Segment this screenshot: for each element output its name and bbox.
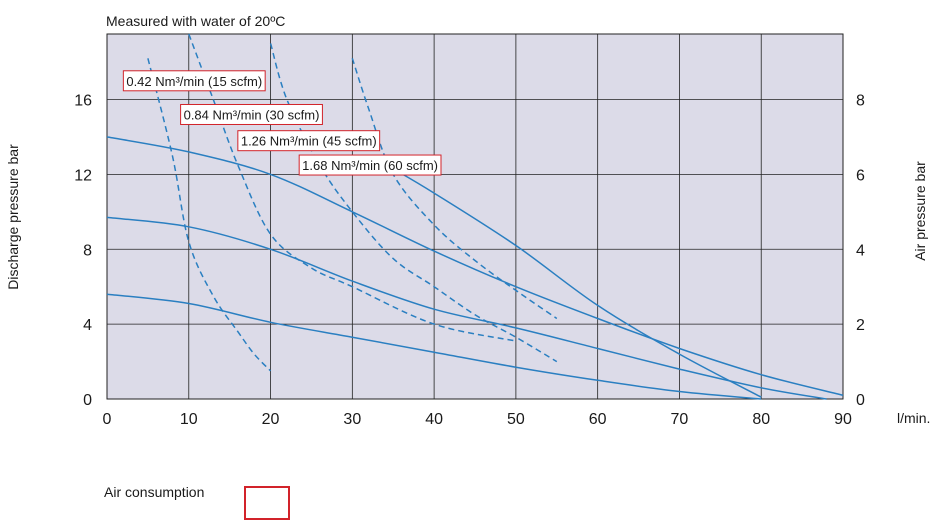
- annotation-text: 0.84 Nm³/min (30 scfm): [184, 107, 320, 122]
- pressure-curve-3: [106, 293, 762, 400]
- x-tick-label: 40: [425, 411, 443, 428]
- annotation-text: 1.68 Nm³/min (60 scfm): [302, 158, 438, 173]
- annotation-label: 0.84 Nm³/min (30 scfm): [180, 103, 323, 125]
- x-tick-label: 30: [343, 411, 361, 428]
- pressure-curve-2: [106, 216, 827, 400]
- y-tick-label: 4: [83, 317, 92, 334]
- air-consumption-curve-6: [188, 33, 517, 342]
- y-axis-label: Discharge pressure bar: [5, 144, 21, 290]
- x-tick-label: 0: [103, 411, 112, 428]
- x-tick-label: 10: [180, 411, 198, 428]
- annotation-box: [122, 70, 266, 92]
- annotations: 0.42 Nm³/min (15 scfm) 0.84 Nm³/min (30 s…: [122, 70, 442, 176]
- y-tick-label: 16: [74, 93, 92, 110]
- plot-border: [106, 33, 844, 400]
- annotation-label: 0.42 Nm³/min (15 scfm): [122, 70, 266, 92]
- y2-tick-label: 0: [856, 392, 865, 409]
- pressure-curve-1: [106, 136, 844, 397]
- y-tick-label: 12: [74, 167, 92, 184]
- y2-tick-label: 8: [856, 93, 865, 110]
- y2-tick-label: 4: [856, 242, 865, 259]
- series-group: [106, 33, 844, 400]
- annotation-text: 0.42 Nm³/min (15 scfm): [126, 74, 262, 89]
- x-tick-label: 60: [589, 411, 607, 428]
- y-tick-label: 0: [83, 392, 92, 409]
- y2-tick-label: 6: [856, 167, 865, 184]
- annotation-box: [237, 130, 381, 152]
- annotation-box: [180, 103, 323, 125]
- plot-area: [107, 34, 843, 399]
- annotation-box: [298, 154, 442, 176]
- grid-lines: [106, 33, 844, 400]
- annotation-label: 1.26 Nm³/min (45 scfm): [237, 130, 381, 152]
- y-tick-label: 8: [83, 242, 92, 259]
- x-axis-unit: l/min.: [897, 410, 930, 426]
- legend-label: Air consumption: [104, 484, 205, 500]
- x-tick-label: 20: [262, 411, 280, 428]
- annotation-label: 1.68 Nm³/min (60 scfm): [298, 154, 442, 176]
- pressure-curve-4: [392, 168, 762, 398]
- y2-axis-label: Air pressure bar: [912, 161, 928, 261]
- legend-swatch: [244, 486, 290, 520]
- x-tick-label: 90: [834, 411, 852, 428]
- y2-tick-label: 2: [856, 317, 865, 334]
- air-consumption-curve-7: [269, 43, 558, 363]
- x-tick-label: 80: [752, 411, 770, 428]
- chart-title: Measured with water of 20ºC: [106, 13, 285, 29]
- x-tick-label: 70: [671, 411, 689, 428]
- x-tick-label: 50: [507, 411, 525, 428]
- air-consumption-curve-8: [351, 58, 558, 320]
- annotation-text: 1.26 Nm³/min (45 scfm): [241, 134, 377, 149]
